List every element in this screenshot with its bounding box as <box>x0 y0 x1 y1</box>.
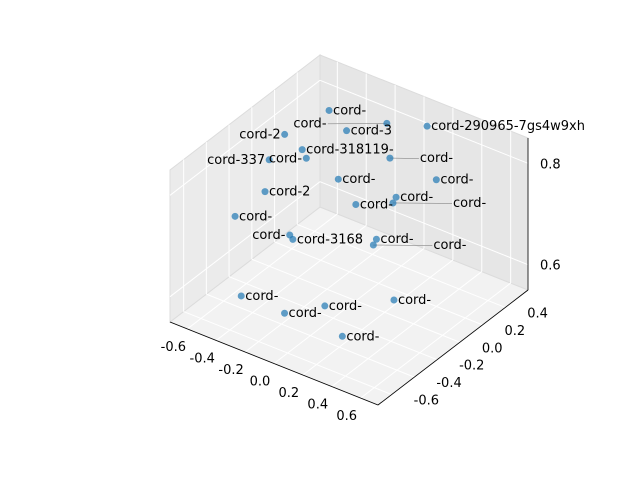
x-axis-line <box>169 321 379 406</box>
data-point <box>321 302 329 310</box>
data-point <box>389 199 397 207</box>
point-label: cord- <box>453 196 486 211</box>
x-gridline <box>360 282 511 399</box>
label-leader-line <box>389 157 419 159</box>
y-tick-label: -0.2 <box>459 359 484 374</box>
y-gridline <box>251 258 461 343</box>
z-gridline <box>169 181 321 298</box>
data-points <box>231 106 440 340</box>
x-gridline <box>331 271 483 387</box>
tick-labels: -0.6-0.4-0.20.00.20.40.6-0.6-0.4-0.20.00… <box>161 157 561 424</box>
point-label: cord-3 <box>351 124 392 139</box>
x-gridline <box>244 236 396 353</box>
label-leader-line <box>392 202 452 204</box>
point-label: cord-2 <box>239 127 280 142</box>
point-label: cord- <box>433 238 466 253</box>
point-label: cord- <box>420 151 453 166</box>
z-gridline <box>319 181 529 266</box>
point-label: cord- <box>289 306 322 321</box>
y-gridline <box>274 241 483 326</box>
x-tick-label: 0.4 <box>307 398 328 413</box>
x-gridline <box>215 225 367 341</box>
data-point <box>386 154 394 162</box>
y-tick-label: 0.4 <box>527 306 548 321</box>
label-leader-lines <box>327 123 452 246</box>
data-point <box>325 106 333 114</box>
point-label: cord-3168 <box>297 232 363 247</box>
data-point <box>372 235 380 243</box>
z-gridline <box>169 79 321 196</box>
point-label: cord- <box>269 151 302 166</box>
label-leader-line <box>373 244 433 246</box>
x-tick-label: -0.2 <box>218 363 243 378</box>
data-point <box>352 201 360 209</box>
y-tick-label: -0.6 <box>414 394 439 409</box>
data-point <box>298 146 306 154</box>
y-tick-label: 0.0 <box>482 341 503 356</box>
point-label: cord-2 <box>269 185 310 200</box>
point-label: cord- <box>380 232 413 247</box>
point-label: cord- <box>342 172 375 187</box>
data-point <box>286 231 294 239</box>
x-tick-label: 0.2 <box>279 386 300 401</box>
y-gridline <box>206 293 415 378</box>
point-label: cord- <box>245 289 278 304</box>
data-point <box>369 241 377 249</box>
x-gridline <box>302 259 454 376</box>
x-gridline <box>187 213 338 330</box>
y-gridline <box>297 223 506 308</box>
point-label: cord- <box>239 209 272 224</box>
z-tick-label: 0.6 <box>540 259 561 274</box>
data-point <box>281 130 289 138</box>
x-tick-label: 0.0 <box>250 375 271 390</box>
y-gridline <box>228 276 438 361</box>
point-label: cord- <box>440 173 473 188</box>
point-label: cord- <box>329 299 362 314</box>
data-point <box>302 154 310 162</box>
data-point <box>334 175 342 183</box>
x-tick-label: -0.4 <box>190 351 215 366</box>
point-label: cord-337 <box>207 153 265 168</box>
y-axis-line <box>377 289 529 406</box>
point-label: cord- <box>400 190 433 205</box>
data-point <box>390 296 398 304</box>
data-point <box>432 176 440 184</box>
point-label: cord-290965-7gs4w9xh <box>431 119 585 134</box>
data-point <box>423 122 431 130</box>
label-leader-line <box>327 123 387 125</box>
data-point <box>338 332 346 340</box>
x-tick-label: 0.6 <box>336 409 357 424</box>
data-point <box>231 212 239 220</box>
y-tick-label: -0.4 <box>436 376 461 391</box>
point-label: cord- <box>252 228 285 243</box>
data-point <box>237 292 245 300</box>
data-point <box>281 309 289 317</box>
data-point <box>343 127 351 135</box>
data-point <box>383 119 391 127</box>
data-point <box>261 188 269 196</box>
point-label: cord- <box>333 103 366 118</box>
point-label: cord- <box>346 329 379 344</box>
y-tick-label: 0.2 <box>505 324 526 339</box>
data-point <box>392 193 400 201</box>
y-gridline <box>183 311 392 396</box>
z-gridline <box>319 79 529 164</box>
point-label: cord-318119- <box>306 143 394 158</box>
data-point <box>265 156 273 164</box>
x-tick-label: -0.6 <box>161 340 186 355</box>
point-label: cord- <box>398 293 431 308</box>
point-labels: cord-290965-7gs4w9xh cord-318119- cord-316… <box>207 103 585 344</box>
z-tick-label: 0.8 <box>540 157 561 172</box>
point-label: cord- <box>360 198 393 213</box>
grid-lines <box>169 61 529 406</box>
point-label: cord- <box>293 116 326 131</box>
x-gridline <box>273 248 425 364</box>
